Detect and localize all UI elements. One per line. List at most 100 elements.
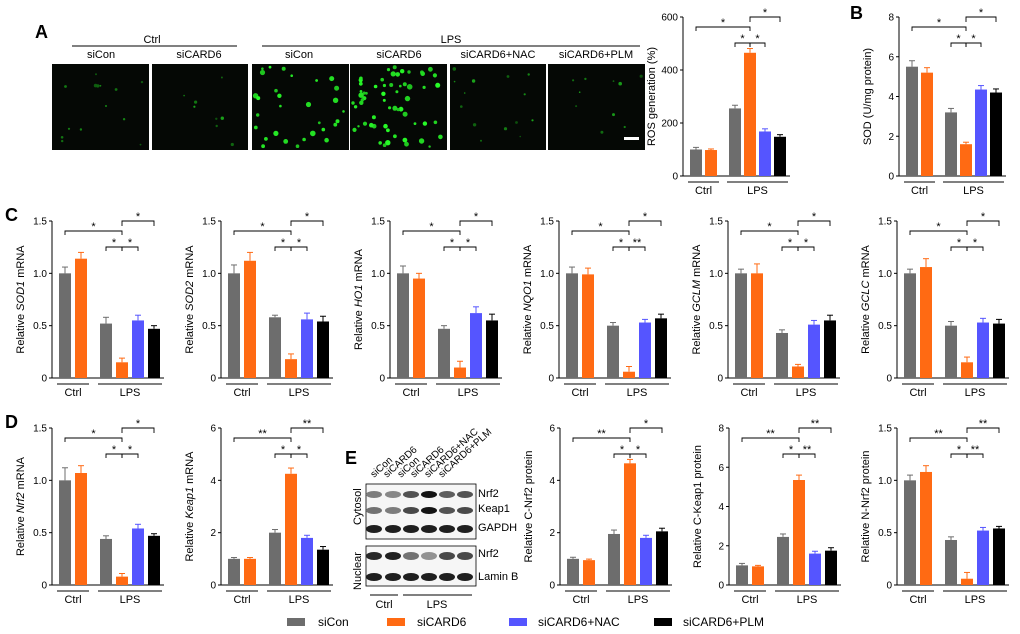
bar xyxy=(59,273,71,378)
bar xyxy=(269,532,281,585)
group-label: LPS xyxy=(627,387,648,399)
y-tick-label: 4 xyxy=(718,502,724,513)
significance-star: * xyxy=(91,428,96,440)
y-axis-label: ROS generation (%) xyxy=(646,47,658,146)
legend-label-plm: siCARD6+PLM xyxy=(683,615,764,629)
group-label: Ctrl xyxy=(402,387,419,399)
significance-bracket xyxy=(628,246,646,251)
significance-star: * xyxy=(981,211,986,223)
significance-bracket xyxy=(121,453,139,458)
bar xyxy=(583,560,595,585)
significance-star: * xyxy=(636,444,641,456)
bar xyxy=(752,566,764,585)
group-label: Ctrl xyxy=(64,594,81,606)
y-axis-label: Relative Keap1 mRNA xyxy=(184,451,196,562)
bar xyxy=(486,320,498,378)
significance-star: ** xyxy=(803,444,812,456)
band-nrf2-nuc xyxy=(403,552,419,560)
significance-bracket xyxy=(965,16,997,22)
legend-label-nac: siCARD6+NAC xyxy=(538,615,620,629)
y-tick-label: 0 xyxy=(717,374,723,385)
y-tick-label: 0.5 xyxy=(371,321,385,332)
group-label: LPS xyxy=(963,185,984,197)
significance-bracket xyxy=(64,437,123,442)
bar xyxy=(100,538,112,585)
significance-star: * xyxy=(956,33,961,45)
bar xyxy=(285,359,297,378)
band-label-nrf2-nuc: Nrf2 xyxy=(478,548,499,560)
y-tick-label: 2 xyxy=(210,528,216,539)
significance-bracket xyxy=(966,427,1000,433)
significance-star: * xyxy=(936,221,941,233)
significance-bracket xyxy=(233,230,292,235)
significance-bracket xyxy=(121,220,155,226)
bar xyxy=(759,131,771,176)
y-tick-label: 1.5 xyxy=(371,217,385,228)
group-label: LPS xyxy=(628,594,649,606)
bar xyxy=(608,533,620,585)
bar xyxy=(921,72,933,176)
panel-letter-d: D xyxy=(5,412,18,432)
significance-star: ** xyxy=(633,237,642,249)
chart-sod2: 0 0.5 1.0 1.5 Relative SOD2 mRNA Ctrl LPS * * * * xyxy=(184,211,333,399)
significance-bracket xyxy=(629,427,663,433)
significance-star: * xyxy=(112,444,117,456)
wb-lps-label: LPS xyxy=(427,599,448,611)
group-label: Ctrl xyxy=(571,387,588,399)
bar xyxy=(975,89,987,176)
significance-bracket xyxy=(695,26,751,31)
bar xyxy=(945,325,957,378)
band-nrf2-nuc xyxy=(366,552,382,560)
y-tick-label: 6 xyxy=(210,424,216,435)
band-nrf2-cyto xyxy=(403,491,419,498)
group-label: Ctrl xyxy=(695,185,712,197)
significance-bracket xyxy=(64,230,123,235)
bar xyxy=(960,144,972,176)
bar xyxy=(132,320,144,378)
band-label-nrf2-cyto: Nrf2 xyxy=(478,488,499,500)
y-tick-label: 1.5 xyxy=(709,217,723,228)
significance-bracket xyxy=(798,453,816,458)
band-label-laminb: Lamin B xyxy=(478,571,518,583)
bar xyxy=(735,273,747,378)
y-axis-label: Relative C-Nrf2 protein xyxy=(523,451,535,563)
y-tick-label: 8 xyxy=(888,13,894,24)
y-tick-label: 4 xyxy=(210,476,216,487)
y-axis-label: Relative NQO1 mRNA xyxy=(522,244,534,354)
y-tick-label: 1.5 xyxy=(202,217,216,228)
band-nrf2-nuc xyxy=(421,552,437,560)
significance-bracket xyxy=(909,437,968,442)
significance-bracket xyxy=(911,26,967,31)
significance-star: * xyxy=(598,221,603,233)
legend-swatch-sicard6 xyxy=(387,618,405,626)
y-tick-label: 1.5 xyxy=(878,217,892,228)
legend-label-sicon: siCon xyxy=(318,615,349,629)
y-tick-label: 0 xyxy=(41,374,47,385)
significance-star: * xyxy=(297,237,302,249)
y-tick-label: 0.5 xyxy=(33,321,47,332)
y-tick-label: 1.5 xyxy=(878,424,892,435)
significance-star: * xyxy=(788,237,793,249)
wb-ctrl-label: Ctrl xyxy=(375,599,392,611)
chart-sod: 0 2 4 6 8 SOD (U/mg protein) Ctrl LPS * * * * xyxy=(862,7,1006,197)
y-tick-label: 0.5 xyxy=(878,528,892,539)
significance-bracket xyxy=(628,220,662,226)
bar xyxy=(751,273,763,378)
band-laminb xyxy=(366,573,382,581)
significance-star: * xyxy=(957,237,962,249)
bar xyxy=(116,576,128,585)
significance-star: * xyxy=(281,444,286,456)
band-gapdh xyxy=(385,525,401,533)
bar xyxy=(705,150,717,176)
chart-nnrf2: 0 0.5 1.0 1.5 Relative N-Nrf2 protein Ctrl LPS… xyxy=(860,418,1009,606)
bar xyxy=(148,535,160,585)
significance-star: * xyxy=(804,237,809,249)
bar xyxy=(920,471,932,585)
bar xyxy=(639,322,651,378)
bar xyxy=(454,367,466,378)
group-label: Ctrl xyxy=(741,594,758,606)
significance-bracket xyxy=(402,230,461,235)
bar xyxy=(736,565,748,585)
chart-gclc: 0 0.5 1.0 1.5 Relative GCLC mRNA Ctrl LPS * * * * xyxy=(860,211,1009,399)
